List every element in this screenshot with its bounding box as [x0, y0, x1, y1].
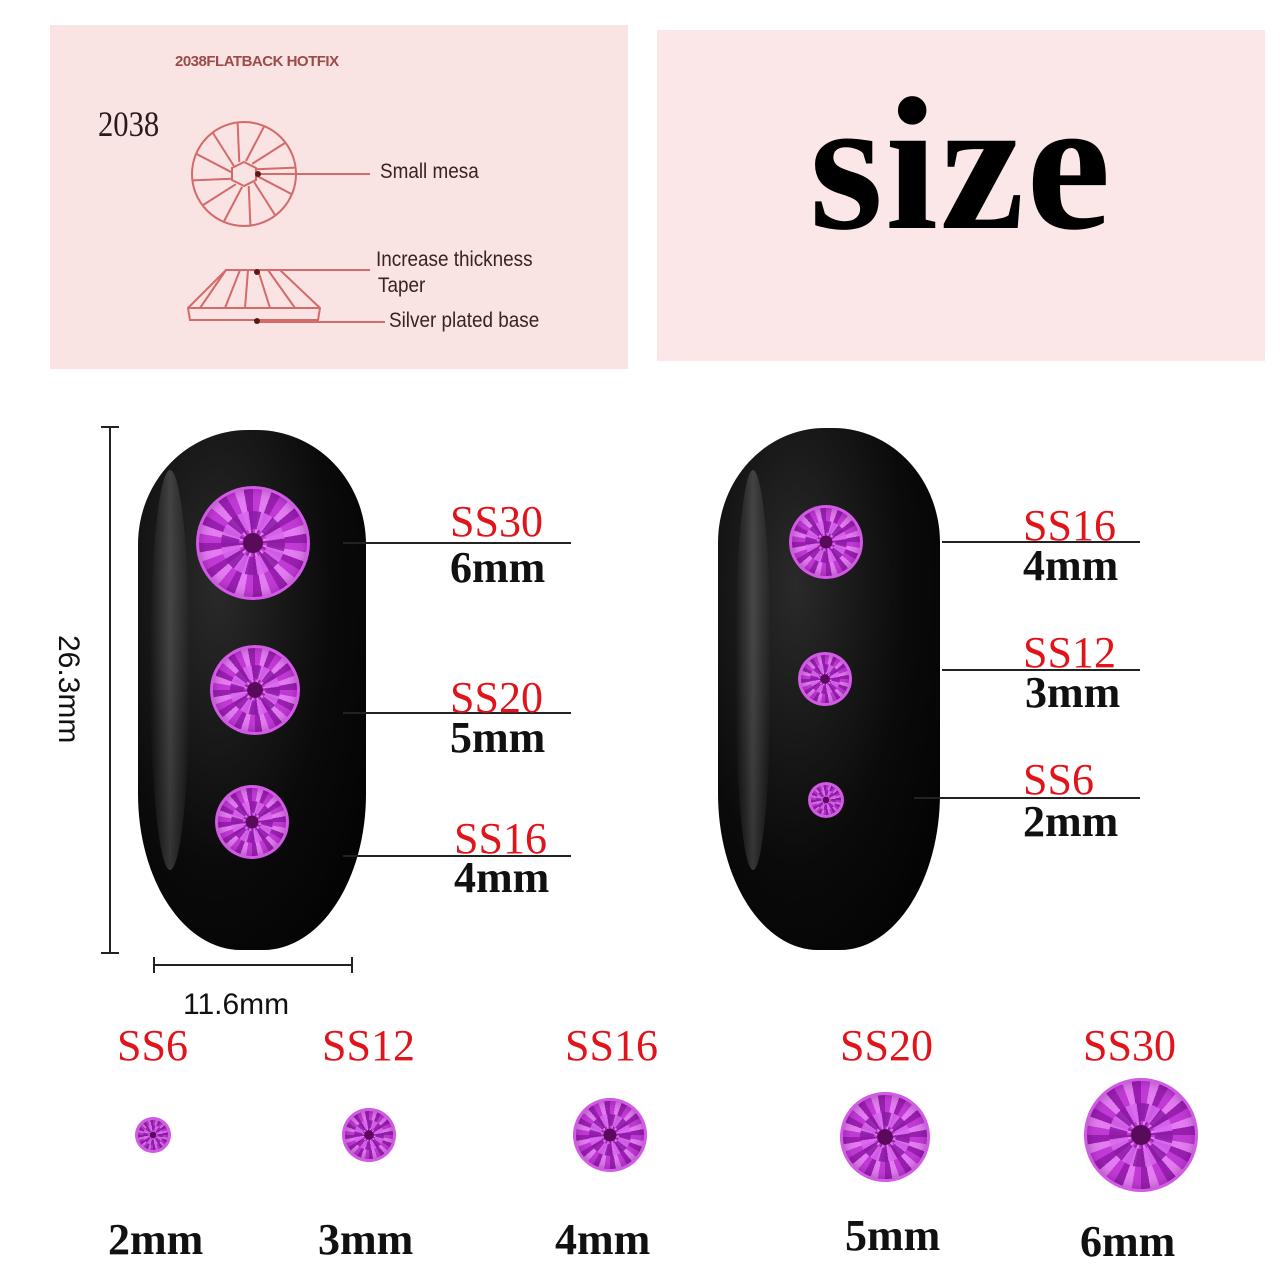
rhinestone-ss16: [573, 1098, 647, 1172]
rhinestone-diagram: [186, 121, 385, 324]
spec-code: 2038: [98, 104, 160, 144]
size-code-label: SS12: [322, 1021, 415, 1070]
rhinestone-ss6: [135, 1117, 171, 1153]
size-panel: size: [657, 30, 1265, 361]
rhinestone-ss12: [342, 1108, 396, 1162]
dimension-tick: [101, 952, 119, 954]
rhinestone-ss20: [210, 645, 300, 735]
size-code-label: SS6: [117, 1021, 188, 1070]
size-mm-label: 5mm: [450, 713, 546, 762]
facet-line: [256, 175, 293, 196]
label-silver-plated-base: Silver plated base: [389, 309, 540, 332]
size-mm-label: 5mm: [845, 1211, 941, 1260]
size-mm-label: 6mm: [1080, 1217, 1176, 1266]
size-mm-label: 2mm: [108, 1215, 204, 1264]
rhinestone-ss12: [798, 652, 852, 706]
rhinestone-ss30: [196, 486, 310, 600]
facet-line: [201, 183, 237, 207]
rhinestone-ss16: [215, 785, 289, 859]
height-label: 26.3mm: [52, 635, 85, 744]
facet-line: [211, 131, 235, 167]
leader-line: [343, 712, 571, 714]
size-code-label: SS30: [450, 497, 543, 546]
size-code-label: SS20: [450, 673, 543, 722]
size-code-label: SS6: [1023, 755, 1094, 804]
size-code-label: SS12: [1023, 628, 1116, 677]
nail-highlight: [150, 470, 190, 870]
width-label: 11.6mm: [183, 988, 290, 1021]
nail-highlight: [735, 470, 771, 870]
size-mm-label: 3mm: [1025, 668, 1121, 717]
size-code-label: SS16: [454, 814, 547, 863]
dimension-tick: [351, 957, 353, 973]
label-small-mesa: Small mesa: [380, 160, 479, 183]
size-code-label: SS16: [1023, 501, 1116, 550]
facet-line: [192, 177, 232, 182]
width-dimension-line: [153, 964, 353, 966]
rhinestone-ss20: [840, 1092, 930, 1182]
facet-line: [256, 166, 296, 171]
leader-line: [942, 669, 1140, 671]
size-code-label: SS20: [840, 1021, 933, 1070]
size-mm-label: 6mm: [450, 543, 546, 592]
leader-line: [914, 797, 1140, 799]
facet-line: [253, 181, 277, 217]
size-code-label: SS30: [1083, 1021, 1176, 1070]
size-mm-label: 4mm: [454, 853, 550, 902]
rhinestone-ss30: [1084, 1078, 1198, 1192]
facet-line: [247, 186, 252, 226]
dimension-tick: [153, 957, 155, 973]
label-increase-thickness: Increase thickness: [376, 248, 533, 271]
height-dimension-line: [109, 427, 111, 954]
facet-line: [245, 125, 266, 162]
facet-line: [236, 122, 241, 162]
leader-line: [942, 541, 1140, 543]
dimension-tick: [101, 426, 119, 428]
rhinestone-ss16: [789, 505, 863, 579]
facet-line: [195, 152, 232, 173]
facet-line: [251, 141, 287, 165]
size-mm-label: 3mm: [318, 1215, 414, 1264]
size-heading: size: [809, 60, 1113, 270]
leader-line: [343, 542, 571, 544]
facet-line: [222, 186, 243, 223]
size-mm-label: 4mm: [555, 1215, 651, 1264]
spec-panel: 2038FLATBACK HOTFIX 2038 Small mesa Incr…: [50, 25, 628, 369]
spec-title: 2038FLATBACK HOTFIX: [175, 53, 339, 70]
leader-line: [343, 855, 571, 857]
label-taper: Taper: [378, 274, 426, 297]
size-mm-label: 2mm: [1023, 797, 1119, 846]
size-mm-label: 4mm: [1023, 541, 1119, 590]
size-code-label: SS16: [565, 1021, 658, 1070]
rhinestone-ss6: [808, 782, 844, 818]
